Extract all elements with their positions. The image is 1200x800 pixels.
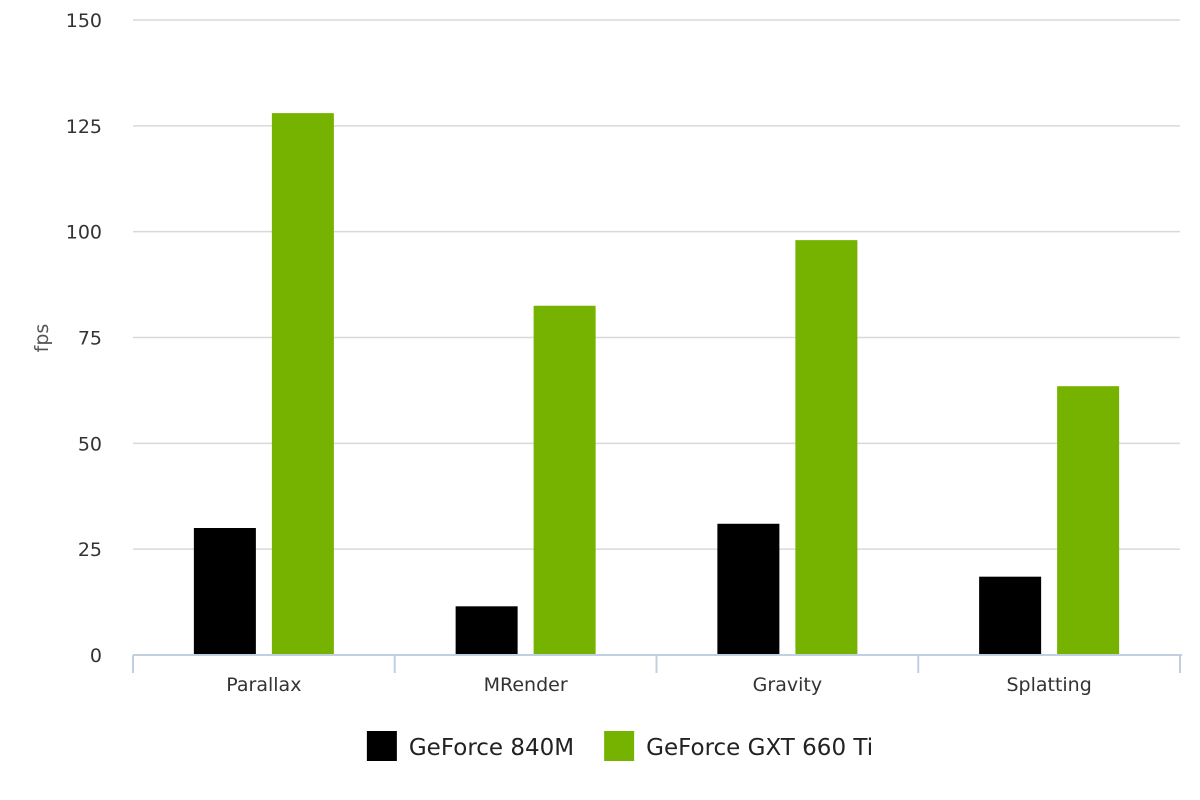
y-tick-label: 25 [78, 539, 102, 561]
y-tick-labels: 0 25 50 75 100 125 150 [66, 10, 102, 667]
bar-series1-mrender[interactable] [455, 606, 518, 655]
y-tick-label: 100 [66, 222, 102, 244]
legend-label: GeForce 840M [409, 735, 574, 761]
y-tick-label: 50 [78, 433, 102, 455]
x-tick-labels: Parallax MRender Gravity Splatting [226, 674, 1091, 696]
legend-item[interactable]: GeForce 840M [366, 731, 574, 761]
x-tick-label: Splatting [1006, 674, 1091, 696]
bar-series2-splatting[interactable] [1057, 386, 1120, 655]
bar-series1-gravity[interactable] [717, 523, 780, 655]
bar-series1-splatting[interactable] [979, 576, 1042, 655]
legend-swatch [366, 731, 397, 761]
y-tick-label: 0 [90, 645, 102, 667]
y-tick-label: 125 [66, 116, 102, 138]
legend-swatch [604, 731, 635, 761]
legend-label: GeForce GXT 660 Ti [646, 735, 873, 761]
bar-series2-parallax[interactable] [271, 113, 334, 656]
y-tick-label: 75 [78, 328, 102, 350]
x-axis [132, 654, 1182, 673]
y-axis-title: fps [31, 324, 53, 353]
bars [193, 113, 1120, 656]
x-tick-label: MRender [484, 674, 568, 696]
legend[interactable]: GeForce 840M GeForce GXT 660 Ti [366, 731, 873, 761]
legend-item[interactable]: GeForce GXT 660 Ti [604, 731, 873, 761]
x-tick-label: Parallax [226, 674, 301, 696]
bar-series2-mrender[interactable] [533, 305, 596, 655]
y-tick-label: 150 [66, 10, 102, 32]
bar-series1-parallax[interactable] [193, 528, 256, 655]
x-tick-label: Gravity [753, 674, 822, 696]
bar-series2-gravity[interactable] [795, 240, 858, 655]
